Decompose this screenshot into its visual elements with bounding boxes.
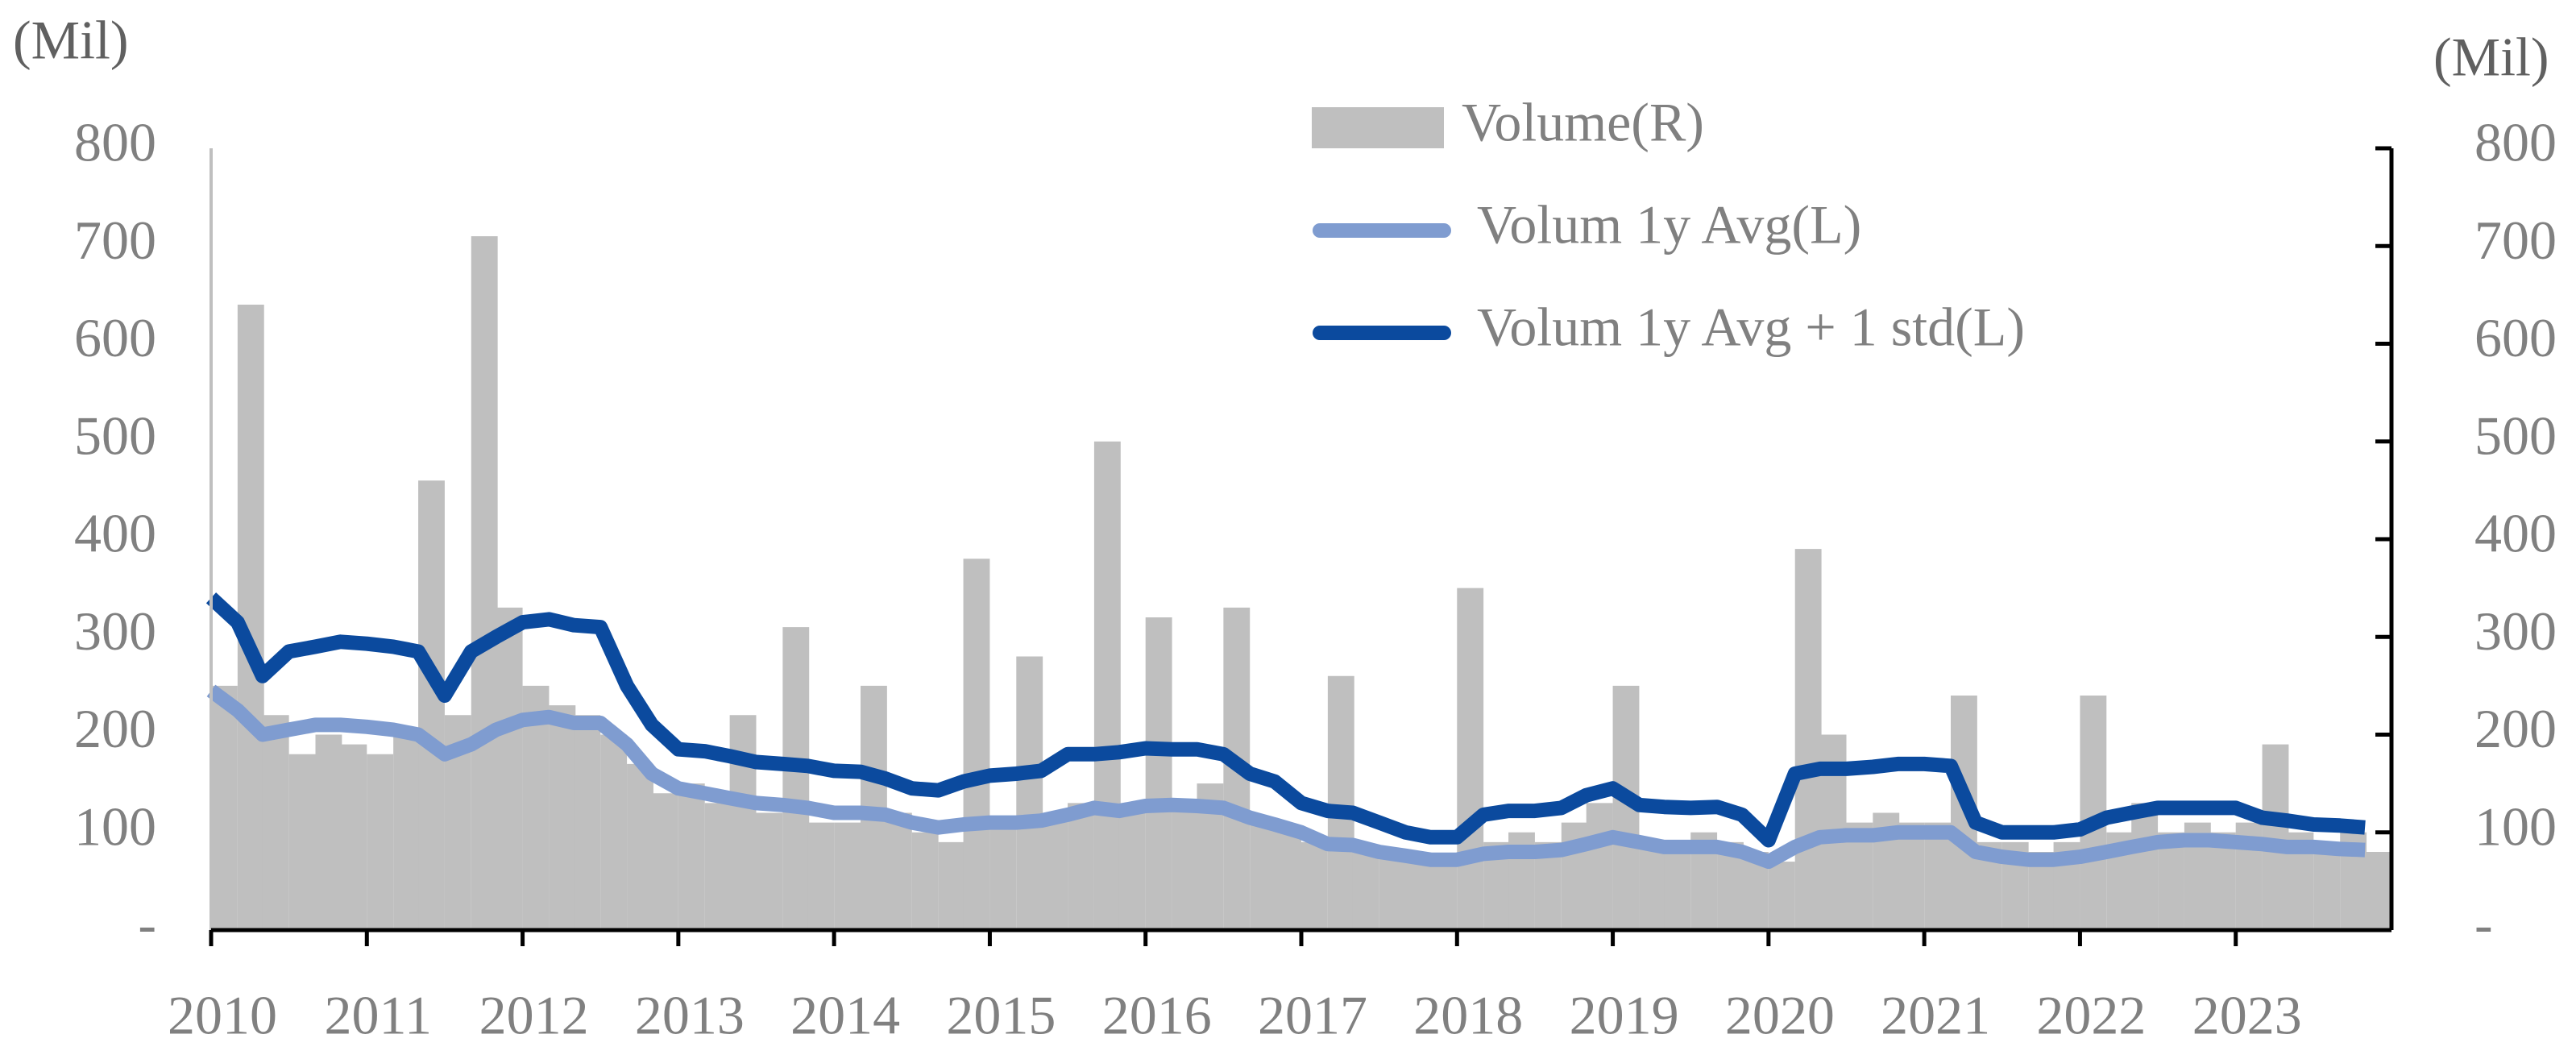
y2-tick-label: 100 [2474,795,2557,857]
volume-bar [340,744,367,930]
x-tick-label: 2014 [790,985,900,1046]
volume-bar [1924,822,1952,930]
volume-bar [393,734,421,930]
volume-bar [418,480,445,930]
volume-bar [938,841,965,930]
volume-bar [1093,441,1121,930]
volume-bar [1586,803,1613,930]
volume-bar [1794,549,1822,930]
x-tick-label: 2015 [946,985,1056,1046]
y-unit-left: (Mil) [13,10,129,71]
volume-bar [315,734,342,930]
volume-bar [1172,803,1199,930]
volume-bar [1250,822,1277,930]
volume-bar [1379,852,1406,930]
volume-bar [1352,852,1379,930]
legend-label: Volum 1y Avg + 1 std(L) [1477,297,2025,358]
y2-tick-label: 500 [2474,405,2557,466]
volume-bar [262,715,289,930]
x-tick-label: 2020 [1725,985,1835,1046]
volume-bar [627,763,653,930]
volume-bar [288,754,316,930]
x-tick-label: 2021 [1881,985,1990,1046]
y-tick-label: 700 [74,210,156,271]
volume-bar [549,705,576,930]
x-tick-label: 2010 [168,985,277,1046]
y-tick-label: 400 [74,503,156,564]
volume-bar [367,754,394,930]
x-tick-label: 2022 [2036,985,2146,1046]
legend: Volume(R) Volum 1y Avg(L) Volum 1y Avg +… [1312,92,2025,358]
volume-bar [1327,675,1354,930]
volume-bar [911,832,939,930]
volume-bar [2262,744,2289,930]
volume-bar [1639,841,1666,930]
volume-bar [1275,832,1301,930]
y-tick-label: 100 [74,795,156,857]
volume-bar [2313,841,2341,930]
volume-bar [651,793,678,930]
volume-bar [1118,803,1146,930]
series-line [205,592,2366,848]
legend-swatch [1312,107,1444,148]
volume-bar [496,607,523,930]
volume-bar [1664,852,1691,930]
volume-bar [885,812,912,930]
y2-tick-label: 700 [2474,210,2557,271]
legend-label: Volum 1y Avg(L) [1477,194,1861,255]
x-tick-label: 2013 [635,985,745,1046]
volume-bar [1041,812,1068,930]
volume-bar [1016,656,1043,930]
volume-bar [678,783,705,930]
y-unit-right: (Mil) [2433,27,2549,88]
volume-bar [2131,803,2159,930]
volume-bar [1457,588,1484,930]
volume-bar [600,734,628,930]
volume-bar [989,822,1017,930]
y-tick-label: 200 [74,698,156,759]
volume-bar [807,822,835,930]
volume-bar [963,559,990,930]
volume-bar [782,627,810,930]
volume-bar [1405,862,1433,930]
volume-bar [834,822,861,930]
volume-bar [211,685,238,930]
y2-tick-label: 600 [2474,307,2557,368]
y2-tick-label: - [2474,894,2493,955]
x-tick-label: 2017 [1258,985,1367,1046]
y-tick-label: 300 [74,600,156,662]
y-tick-label: - [138,894,156,955]
x-tick-label: 2012 [479,985,589,1046]
x-tick-label: 2019 [1570,985,1679,1046]
volume-bar [729,715,757,930]
volume-bar [704,803,732,930]
y-tick-label: 800 [74,112,156,173]
volume-bar [1898,822,1925,930]
volume-bar [1768,862,1795,930]
x-tick-label: 2011 [325,985,432,1046]
volume-bar [1145,617,1172,930]
y2-tick-label: 200 [2474,698,2557,759]
volume-bar [471,236,498,930]
y2-tick-label: 300 [2474,600,2557,662]
volume-bar [1430,862,1458,930]
y-tick-label: 600 [74,307,156,368]
volume-bar [574,715,601,930]
volume-bar [756,812,783,930]
x-tick-label: 2016 [1102,985,1212,1046]
y2-tick-label: 400 [2474,503,2557,564]
series-line [206,684,2366,870]
legend-label: Volume(R) [1462,92,1704,153]
volume-bar [2365,852,2391,930]
volume-bar [1068,803,1094,930]
y2-tick-label: 800 [2474,112,2557,173]
y-tick-label: 500 [74,405,156,466]
volume-bar [1301,841,1328,930]
x-tick-label: 2023 [2192,985,2302,1046]
x-tick-label: 2018 [1413,985,1523,1046]
